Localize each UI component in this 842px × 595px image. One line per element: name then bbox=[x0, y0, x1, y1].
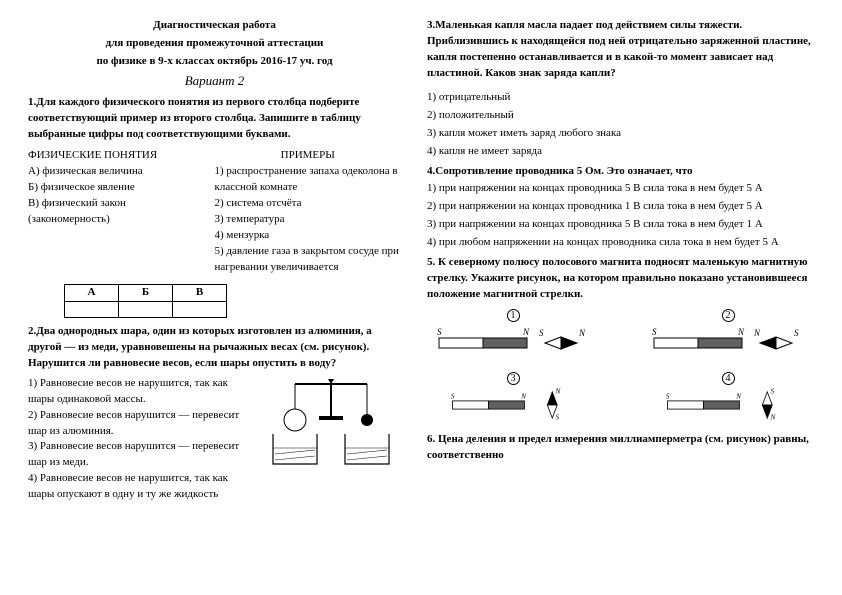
right-column: 3.Маленькая капля масла падает под дейст… bbox=[421, 0, 842, 595]
svg-text:N: N bbox=[770, 412, 777, 421]
q1-r2: 2) система отсчёта bbox=[215, 196, 402, 212]
q4-a2: 2) при напряжении на концах проводника 1… bbox=[427, 199, 814, 215]
q2-a4: 4) Равновесие весов не нарушится, так ка… bbox=[28, 471, 255, 503]
q5-prompt: 5. К северному полюсу полосового магнита… bbox=[427, 255, 814, 303]
q1-left: ФИЗИЧЕСКИЕ ПОНЯТИЯ А) физическая величин… bbox=[28, 148, 215, 276]
q2-figure bbox=[261, 376, 401, 472]
q4-prompt: 4.Сопротивление проводника 5 Ом. Это озн… bbox=[427, 164, 814, 180]
svg-text:N: N bbox=[737, 327, 745, 337]
q1-leftB: Б) физическое явление bbox=[28, 180, 215, 196]
q3-a1: 1) отрицательный bbox=[427, 90, 814, 106]
header-line2: для проведения промежуточной аттестации bbox=[28, 36, 401, 52]
q1-leftA: А) физическая величина bbox=[28, 164, 215, 180]
svg-text:S: S bbox=[451, 391, 455, 400]
q2-a1: 1) Равновесие весов не нарушится, так ка… bbox=[28, 376, 255, 408]
q1-thC: В bbox=[173, 284, 227, 301]
q2-a2: 2) Равновесие весов нарушится — перевеси… bbox=[28, 408, 255, 440]
svg-text:N: N bbox=[520, 391, 527, 400]
q5-row2: 3 S N N S 4 S N S N bbox=[433, 372, 808, 429]
q5-fig2: 2 S N N S bbox=[648, 309, 808, 366]
svg-text:N: N bbox=[555, 387, 562, 396]
q5-n2: 2 bbox=[722, 309, 735, 322]
q1-answer-table: А Б В bbox=[64, 284, 227, 318]
q1-r4: 4) мензурка bbox=[215, 228, 402, 244]
q3-prompt: 3.Маленькая капля масла падает под дейст… bbox=[427, 18, 814, 82]
q3-a4: 4) капля не имеет заряда bbox=[427, 144, 814, 160]
q1-prompt: 1.Для каждого физического понятия из пер… bbox=[28, 95, 401, 143]
q3-a3: 3) капля может иметь заряд любого знака bbox=[427, 126, 814, 142]
q2-answers: 1) Равновесие весов не нарушится, так ка… bbox=[28, 376, 255, 504]
q1-right-header: ПРИМЕРЫ bbox=[215, 148, 402, 164]
q5-row1: 1 S N S N 2 S N N S bbox=[433, 309, 808, 366]
q1-right: ПРИМЕРЫ 1) распространение запаха одекол… bbox=[215, 148, 402, 276]
header-line3: по физике в 9-х классах октябрь 2016-17 … bbox=[28, 54, 401, 70]
q3-a2: 2) положительный bbox=[427, 108, 814, 124]
q1-r3: 3) температура bbox=[215, 212, 402, 228]
svg-text:N: N bbox=[735, 391, 742, 400]
q1-r5: 5) давление газа в закрытом сосуде при н… bbox=[215, 244, 402, 276]
header-line1: Диагностическая работа bbox=[28, 18, 401, 34]
svg-text:S: S bbox=[794, 328, 799, 338]
q1-leftD: (закономерность) bbox=[28, 212, 215, 228]
q1-thA: А bbox=[65, 284, 119, 301]
q5-fig4: 4 S N S N bbox=[648, 372, 808, 429]
svg-text:N: N bbox=[753, 328, 761, 338]
q1-columns: ФИЗИЧЕСКИЕ ПОНЯТИЯ А) физическая величин… bbox=[28, 148, 401, 276]
q1-r1: 1) распространение запаха одеколона в кл… bbox=[215, 164, 402, 196]
svg-text:S: S bbox=[666, 391, 670, 400]
q5-f1-an: N bbox=[578, 328, 586, 338]
q5-fig1: 1 S N S N bbox=[433, 309, 593, 366]
left-column: Диагностическая работа для проведения пр… bbox=[0, 0, 421, 595]
q4-a1: 1) при напряжении на концах проводника 5… bbox=[427, 181, 814, 197]
q1-leftC: В) физический закон bbox=[28, 196, 215, 212]
q5-n4: 4 bbox=[722, 372, 735, 385]
q4-a3: 3) при напряжении на концах проводника 5… bbox=[427, 217, 814, 233]
q1-cellB bbox=[119, 301, 173, 317]
q5-f1-s: S bbox=[437, 327, 442, 337]
svg-text:S: S bbox=[771, 387, 775, 396]
svg-text:S: S bbox=[652, 327, 657, 337]
q5-fig3: 3 S N N S bbox=[433, 372, 593, 429]
q1-cellA bbox=[65, 301, 119, 317]
q5-f1-n: N bbox=[522, 327, 530, 337]
q4-a4: 4) при любом напряжении на концах провод… bbox=[427, 235, 814, 251]
svg-text:S: S bbox=[556, 412, 560, 421]
q5-n1: 1 bbox=[507, 309, 520, 322]
q2-body: 1) Равновесие весов не нарушится, так ка… bbox=[28, 376, 401, 504]
q1-left-header: ФИЗИЧЕСКИЕ ПОНЯТИЯ bbox=[28, 148, 215, 164]
q1-thB: Б bbox=[119, 284, 173, 301]
q2-prompt: 2.Два однородных шара, один из которых и… bbox=[28, 324, 401, 372]
q5-n3: 3 bbox=[507, 372, 520, 385]
q6-prompt: 6. Цена деления и предел измерения милли… bbox=[427, 432, 814, 464]
q5-f1-as: S bbox=[539, 328, 544, 338]
q1-cellC bbox=[173, 301, 227, 317]
variant-label: Вариант 2 bbox=[28, 72, 401, 91]
q2-a3: 3) Равновесие весов нарушится — перевеси… bbox=[28, 439, 255, 471]
